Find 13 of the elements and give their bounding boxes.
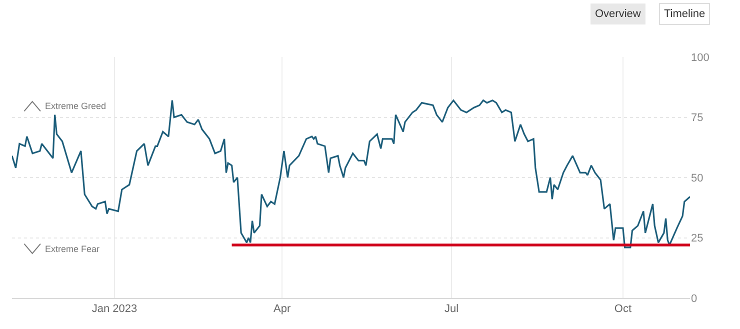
x-tick-label: Jan 2023 [92,303,138,316]
annotation: Extreme Greed [45,101,106,111]
y-tick-label: 100 [691,52,710,64]
text: Overview [595,8,641,20]
y-tick-label: 0 [691,292,698,305]
y-tick-label: 50 [691,172,704,184]
y-tick-label: 25 [691,232,704,245]
y-tick-label: 75 [691,112,704,124]
text: Timeline [664,8,706,20]
x-tick-label: Oct [614,303,632,316]
x-tick-label: Apr [274,303,291,316]
annotation: Extreme Fear [45,244,100,254]
x-tick-label: Jul [444,303,459,316]
